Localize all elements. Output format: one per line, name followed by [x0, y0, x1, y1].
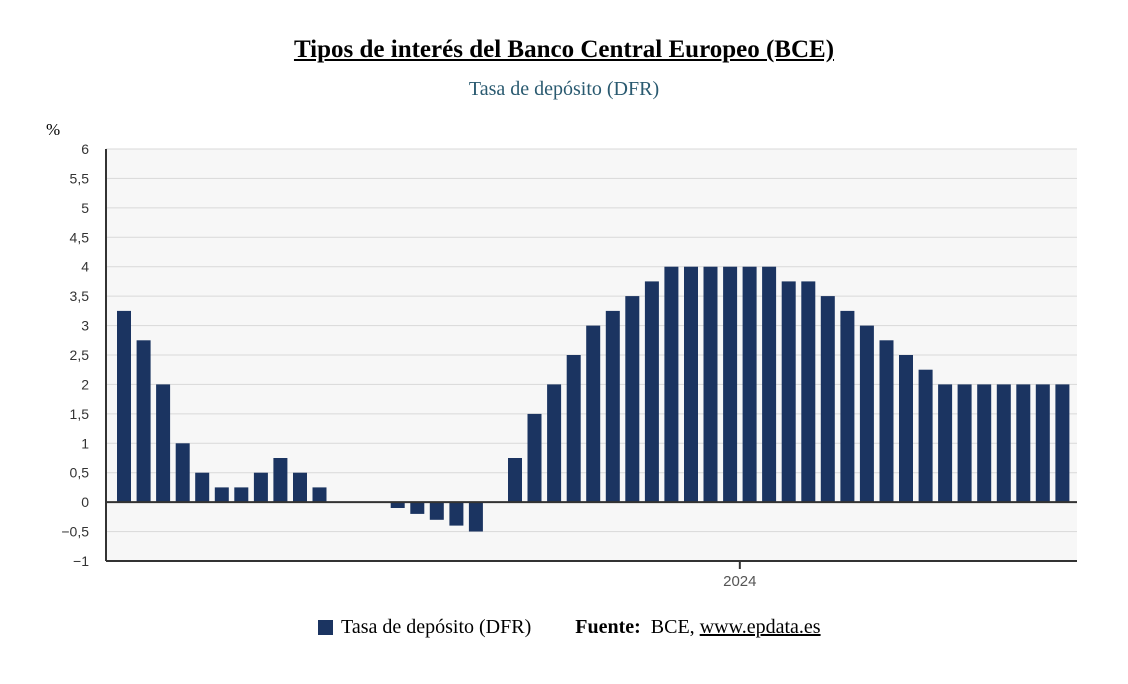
bar[interactable] — [918, 369, 933, 503]
bar[interactable] — [938, 384, 953, 503]
bar[interactable] — [1035, 384, 1050, 503]
bar[interactable] — [723, 266, 738, 503]
source-note: Fuente: BCE, www.epdata.es — [575, 616, 820, 639]
bar[interactable] — [410, 502, 425, 514]
bar[interactable] — [742, 266, 757, 503]
bar[interactable] — [390, 502, 405, 508]
bar[interactable] — [879, 340, 894, 503]
y-tick-label: 4,5 — [70, 229, 90, 245]
bar[interactable] — [899, 355, 913, 503]
y-tick-label: 5 — [81, 200, 89, 216]
bar[interactable] — [1055, 384, 1070, 503]
bar[interactable] — [547, 384, 562, 503]
bar[interactable] — [1016, 384, 1031, 503]
chart-subtitle: Tasa de depósito (DFR) — [468, 78, 660, 100]
y-tick-label: 2,5 — [70, 347, 90, 363]
bar[interactable] — [234, 487, 249, 503]
bars — [117, 266, 1070, 532]
bar[interactable] — [840, 310, 855, 503]
source-text: BCE, — [650, 616, 695, 638]
y-tick-label: 2 — [81, 376, 89, 392]
axes — [105, 149, 1077, 562]
bar[interactable] — [214, 487, 229, 503]
bar[interactable] — [781, 281, 796, 503]
x-tick-label: 2024 — [723, 573, 756, 590]
chart-title: Tipos de interés del Banco Central Europ… — [293, 36, 835, 63]
bar[interactable] — [293, 472, 307, 503]
y-tick-label: −0,5 — [61, 524, 89, 540]
y-tick-label: 0,5 — [70, 465, 90, 481]
source-link[interactable]: www.epdata.es — [699, 616, 821, 638]
bar[interactable] — [684, 266, 698, 503]
bar[interactable] — [566, 355, 581, 503]
bar[interactable] — [859, 325, 874, 503]
bar[interactable] — [312, 487, 327, 503]
bar[interactable] — [996, 384, 1011, 503]
y-tick-label: 0 — [81, 494, 89, 510]
y-tick-label: 1 — [81, 435, 89, 451]
x-tick-labels: 2024 — [723, 561, 757, 590]
bar[interactable] — [508, 458, 522, 503]
y-tick-label: 6 — [81, 141, 89, 157]
bar[interactable] — [117, 310, 131, 503]
y-tick-labels: 6 5,5 5 4,5 4 3,5 3 2,5 2 1,5 1 0,5 0 −0,5 −1 — [61, 141, 89, 569]
bar[interactable] — [762, 266, 777, 503]
y-tick-label: 4 — [81, 259, 89, 275]
bar[interactable] — [820, 296, 835, 503]
legend-label: Tasa de depósito (DFR) — [341, 616, 532, 638]
bar[interactable] — [957, 384, 972, 503]
bar[interactable] — [527, 413, 542, 503]
bar[interactable] — [273, 458, 288, 503]
legend-swatch — [318, 620, 333, 635]
bar[interactable] — [664, 266, 679, 503]
source-label: Fuente: — [575, 616, 641, 638]
y-tick-label: 3 — [81, 318, 89, 334]
bar[interactable] — [977, 384, 992, 503]
y-tick-label: 3,5 — [70, 288, 90, 304]
bar[interactable] — [468, 502, 483, 532]
bar[interactable] — [605, 310, 620, 503]
bar[interactable] — [429, 502, 444, 520]
bar[interactable] — [136, 340, 151, 503]
bar[interactable] — [801, 281, 816, 503]
bar[interactable] — [175, 443, 190, 503]
bar[interactable] — [703, 266, 718, 503]
y-tick-label: −1 — [73, 553, 89, 569]
bar[interactable] — [195, 472, 210, 503]
y-tick-label: 5,5 — [70, 170, 90, 186]
bar[interactable] — [586, 325, 601, 503]
bar[interactable] — [625, 296, 640, 503]
legend: Tasa de depósito (DFR) Fuente: BCE, www.… — [318, 616, 821, 639]
bar[interactable] — [449, 502, 464, 526]
y-tick-label: 1,5 — [70, 406, 90, 422]
bar[interactable] — [156, 384, 171, 503]
bar[interactable] — [644, 281, 659, 503]
y-axis-label: % — [46, 120, 60, 139]
bar[interactable] — [253, 472, 268, 503]
